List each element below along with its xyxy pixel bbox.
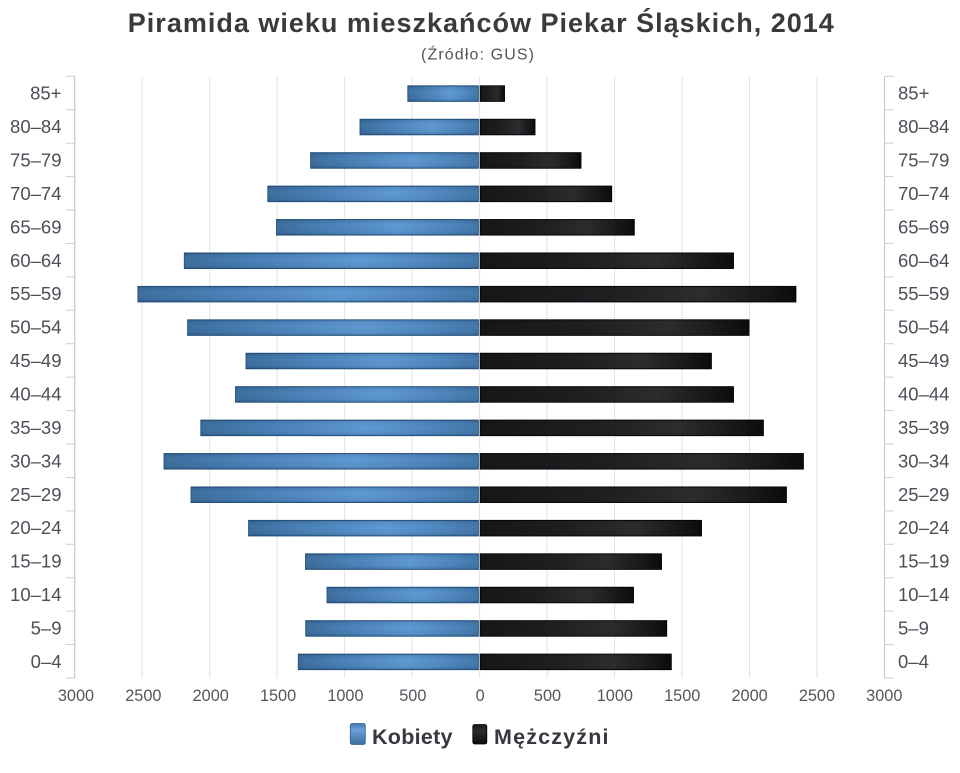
svg-text:55–59: 55–59: [10, 283, 61, 304]
svg-text:0: 0: [476, 687, 485, 705]
svg-text:500: 500: [534, 687, 561, 705]
svg-text:10–14: 10–14: [898, 584, 949, 605]
svg-text:5–9: 5–9: [898, 617, 929, 638]
svg-text:2500: 2500: [799, 687, 835, 705]
svg-text:15–19: 15–19: [898, 551, 949, 572]
svg-text:2000: 2000: [731, 687, 767, 705]
svg-text:35–39: 35–39: [10, 417, 61, 438]
svg-text:Mężczyźni: Mężczyźni: [494, 725, 609, 749]
svg-text:40–44: 40–44: [898, 383, 949, 404]
svg-text:55–59: 55–59: [898, 283, 949, 304]
svg-text:0–4: 0–4: [898, 651, 929, 672]
svg-text:20–24: 20–24: [898, 517, 949, 538]
svg-text:45–49: 45–49: [10, 350, 61, 371]
svg-text:80–84: 80–84: [898, 116, 949, 137]
svg-text:75–79: 75–79: [898, 149, 949, 170]
svg-text:50–54: 50–54: [898, 317, 949, 338]
svg-text:(Źródło: GUS): (Źródło: GUS): [421, 45, 534, 64]
svg-text:2000: 2000: [193, 687, 229, 705]
svg-text:Kobiety: Kobiety: [372, 725, 453, 749]
svg-text:60–64: 60–64: [898, 250, 949, 271]
svg-text:35–39: 35–39: [898, 417, 949, 438]
svg-text:45–49: 45–49: [898, 350, 949, 371]
svg-text:40–44: 40–44: [10, 383, 61, 404]
svg-text:65–69: 65–69: [10, 216, 61, 237]
svg-text:3000: 3000: [866, 687, 902, 705]
svg-text:70–74: 70–74: [898, 183, 949, 204]
svg-text:20–24: 20–24: [10, 517, 61, 538]
svg-text:5–9: 5–9: [31, 617, 62, 638]
svg-text:1000: 1000: [327, 687, 363, 705]
svg-text:80–84: 80–84: [10, 116, 61, 137]
svg-text:1000: 1000: [597, 687, 633, 705]
svg-text:85+: 85+: [898, 83, 929, 104]
svg-text:85+: 85+: [30, 83, 61, 104]
svg-text:Piramida wieku mieszkańców Pie: Piramida wieku mieszkańców Piekar Śląski…: [128, 7, 834, 38]
svg-text:0–4: 0–4: [31, 651, 62, 672]
svg-text:70–74: 70–74: [10, 183, 61, 204]
svg-text:50–54: 50–54: [10, 317, 61, 338]
svg-text:15–19: 15–19: [10, 551, 61, 572]
svg-text:65–69: 65–69: [898, 216, 949, 237]
svg-text:1500: 1500: [664, 687, 700, 705]
svg-text:30–34: 30–34: [898, 450, 949, 471]
svg-text:30–34: 30–34: [10, 450, 61, 471]
svg-text:3000: 3000: [58, 687, 94, 705]
svg-text:25–29: 25–29: [898, 484, 949, 505]
svg-text:10–14: 10–14: [10, 584, 61, 605]
svg-text:1500: 1500: [260, 687, 296, 705]
svg-text:500: 500: [399, 687, 426, 705]
svg-text:75–79: 75–79: [10, 149, 61, 170]
svg-text:60–64: 60–64: [10, 250, 61, 271]
svg-text:2500: 2500: [125, 687, 161, 705]
svg-text:25–29: 25–29: [10, 484, 61, 505]
